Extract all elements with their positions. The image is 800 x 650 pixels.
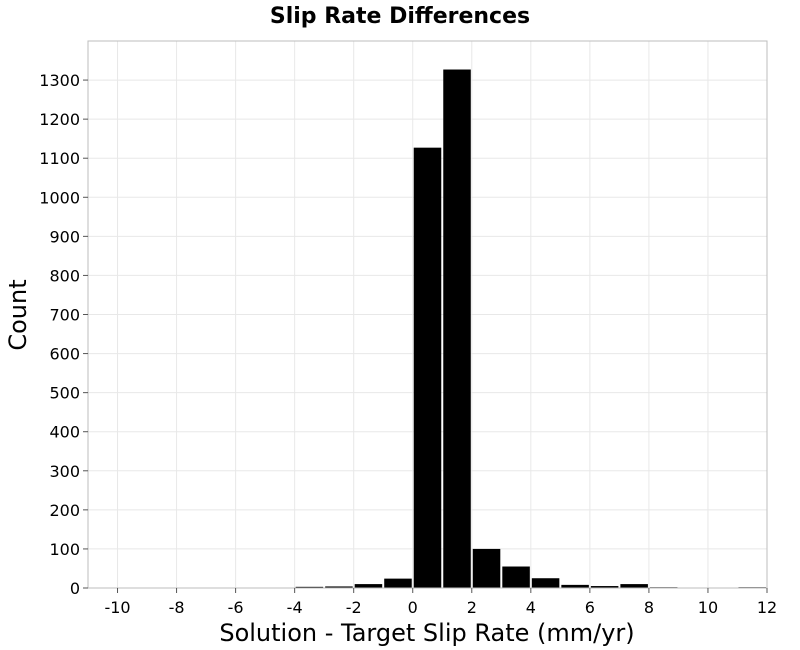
y-tick-label: 400: [49, 423, 80, 442]
y-tick-label: 700: [49, 306, 80, 325]
y-axis-label: Count: [4, 279, 32, 350]
bars-group: [266, 69, 766, 589]
histogram-bar: [413, 147, 442, 589]
y-tick-label: 100: [49, 540, 80, 559]
x-tick-label: -10: [104, 598, 130, 617]
y-tick-label: 0: [70, 579, 80, 598]
histogram-bar: [295, 586, 324, 588]
x-tick-label: 8: [644, 598, 654, 617]
x-axis-label: Solution - Target Slip Rate (mm/yr): [219, 619, 634, 647]
histogram-bar: [502, 566, 530, 588]
histogram-bar: [561, 584, 589, 588]
y-tick-label: 1000: [39, 188, 80, 207]
histogram-bar: [443, 69, 471, 588]
x-tick-label: -6: [228, 598, 244, 617]
y-tick-label: 500: [49, 384, 80, 403]
x-tick-label: 4: [526, 598, 536, 617]
x-tick-label: 2: [467, 598, 477, 617]
histogram-bar: [384, 578, 412, 588]
axis-ticks: [83, 79, 768, 593]
y-tick-labels: 0 100 200 300 400 500 600 700 800 900 1000 1100 1200…: [39, 71, 80, 598]
histogram-bar: [354, 584, 383, 588]
chart-title: Slip Rate Differences: [270, 4, 530, 29]
y-tick-label: 300: [49, 462, 80, 481]
x-tick-label: 6: [585, 598, 595, 617]
x-tick-label: 12: [757, 598, 777, 617]
y-tick-label: 600: [49, 345, 80, 364]
histogram-bar: [620, 584, 648, 588]
histogram-bar: [590, 586, 619, 588]
y-tick-label: 1100: [39, 149, 80, 168]
y-tick-label: 200: [49, 501, 80, 520]
y-tick-label: 900: [49, 227, 80, 246]
x-tick-label: -4: [287, 598, 303, 617]
y-tick-label: 1300: [39, 71, 80, 90]
x-tick-labels: -10 -8 -6 -4 -2 0 2 4 6 8 10 12: [104, 598, 777, 617]
histogram-bar: [472, 548, 501, 588]
histogram-bar: [531, 578, 560, 588]
x-tick-label: 10: [698, 598, 718, 617]
y-tick-label: 800: [49, 266, 80, 285]
x-tick-label: -2: [346, 598, 362, 617]
x-tick-label: -8: [169, 598, 185, 617]
x-tick-label: 0: [408, 598, 418, 617]
y-tick-label: 1200: [39, 110, 80, 129]
histogram-bar: [325, 586, 353, 588]
